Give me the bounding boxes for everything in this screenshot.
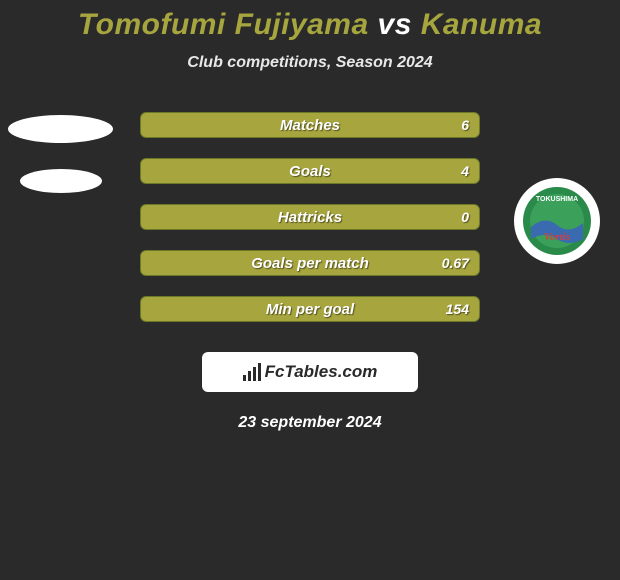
svg-text:TOKUSHIMA: TOKUSHIMA [536,196,578,203]
stat-label: Matches [280,117,340,134]
stat-value-right: 154 [446,301,469,317]
badge-circle: TOKUSHIMA Vortis [514,178,600,264]
title-player2: Kanuma [421,8,542,41]
left-badge-placeholder [8,115,113,245]
right-team-badge: TOKUSHIMA Vortis [514,178,600,264]
title-player1: Tomofumi Fujiyama [78,8,369,41]
svg-text:Vortis: Vortis [544,231,570,243]
fctables-label: FcTables.com [265,362,378,382]
stat-row: Min per goal 154 [140,296,480,322]
stat-value-right: 6 [461,117,469,133]
page-title: Tomofumi Fujiyama vs Kanuma [0,8,620,42]
stat-row: Matches 6 [140,112,480,138]
bar-chart-icon [243,363,261,381]
ellipse-shape [8,115,113,143]
stat-row: Goals per match 0.67 [140,250,480,276]
stat-label: Min per goal [266,301,354,318]
date-text: 23 september 2024 [0,414,620,432]
stat-label: Hattricks [278,209,342,226]
stat-row: Hattricks 0 [140,204,480,230]
stat-value-right: 0.67 [442,255,469,271]
title-vs: vs [369,8,421,41]
stat-label: Goals per match [251,255,369,272]
stat-label: Goals [289,163,331,180]
subtitle: Club competitions, Season 2024 [0,54,620,72]
stat-value-right: 4 [461,163,469,179]
stat-value-right: 0 [461,209,469,225]
stat-row: Goals 4 [140,158,480,184]
ellipse-shape [20,169,102,193]
vortis-crest-icon: TOKUSHIMA Vortis [521,185,593,257]
comparison-card: Tomofumi Fujiyama vs Kanuma Club competi… [0,0,620,432]
fctables-link[interactable]: FcTables.com [202,352,418,392]
